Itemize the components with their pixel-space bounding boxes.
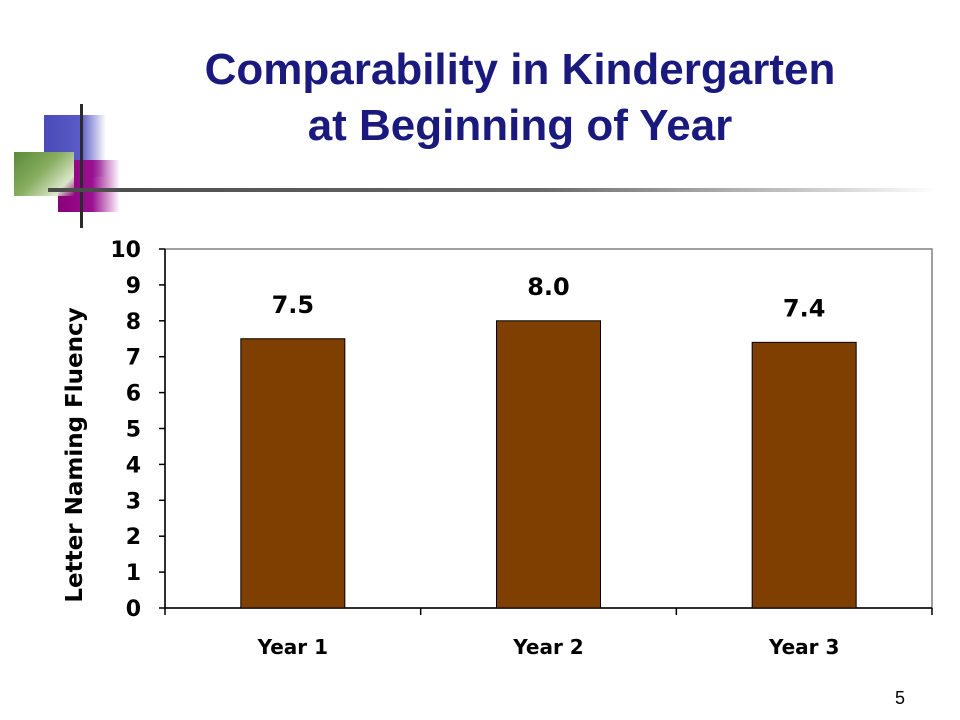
- x-category-label: Year 1: [257, 635, 328, 659]
- x-category-label: Year 2: [512, 635, 583, 659]
- y-tick-label: 1: [126, 561, 141, 586]
- y-tick-label: 0: [126, 597, 141, 622]
- slide-title-line-2: at Beginning of Year: [307, 101, 733, 150]
- bar-year-3: [751, 341, 857, 609]
- y-tick-label: 2: [126, 525, 141, 550]
- y-tick-label: 6: [126, 382, 141, 407]
- y-tick-label: 5: [126, 418, 141, 443]
- title-underline: [48, 188, 938, 192]
- data-label: 8.0: [527, 273, 570, 301]
- y-tick-label: 10: [110, 238, 141, 263]
- x-category-label: Year 3: [768, 635, 839, 659]
- x-axis-ticks: Year 1 Year 2 Year 3: [164, 608, 933, 659]
- decorative-vertical-line: [80, 104, 83, 228]
- data-label: 7.5: [272, 291, 315, 319]
- y-tick-label: 9: [126, 274, 141, 299]
- page-number: 5: [894, 688, 905, 708]
- data-label: 7.4: [783, 294, 826, 322]
- data-labels: 7.5 8.0 7.4: [272, 273, 826, 323]
- y-tick-label: 8: [126, 310, 141, 335]
- bar-year-1: [240, 338, 346, 609]
- y-tick-label: 7: [126, 346, 141, 371]
- y-axis-ticks: 0 1 2 3 4 5 6 7 8 9 10: [110, 238, 165, 622]
- bar-year-2: [496, 320, 601, 609]
- y-tick-label: 4: [126, 453, 141, 478]
- bars: [240, 320, 857, 609]
- y-tick-label: 3: [126, 489, 141, 514]
- slide-title-line-1: Comparability in Kindergarten: [204, 45, 836, 94]
- slide-title: Comparability in Kindergarten at Beginni…: [120, 42, 920, 154]
- y-axis-title: Letter Naming Fluency: [62, 307, 88, 602]
